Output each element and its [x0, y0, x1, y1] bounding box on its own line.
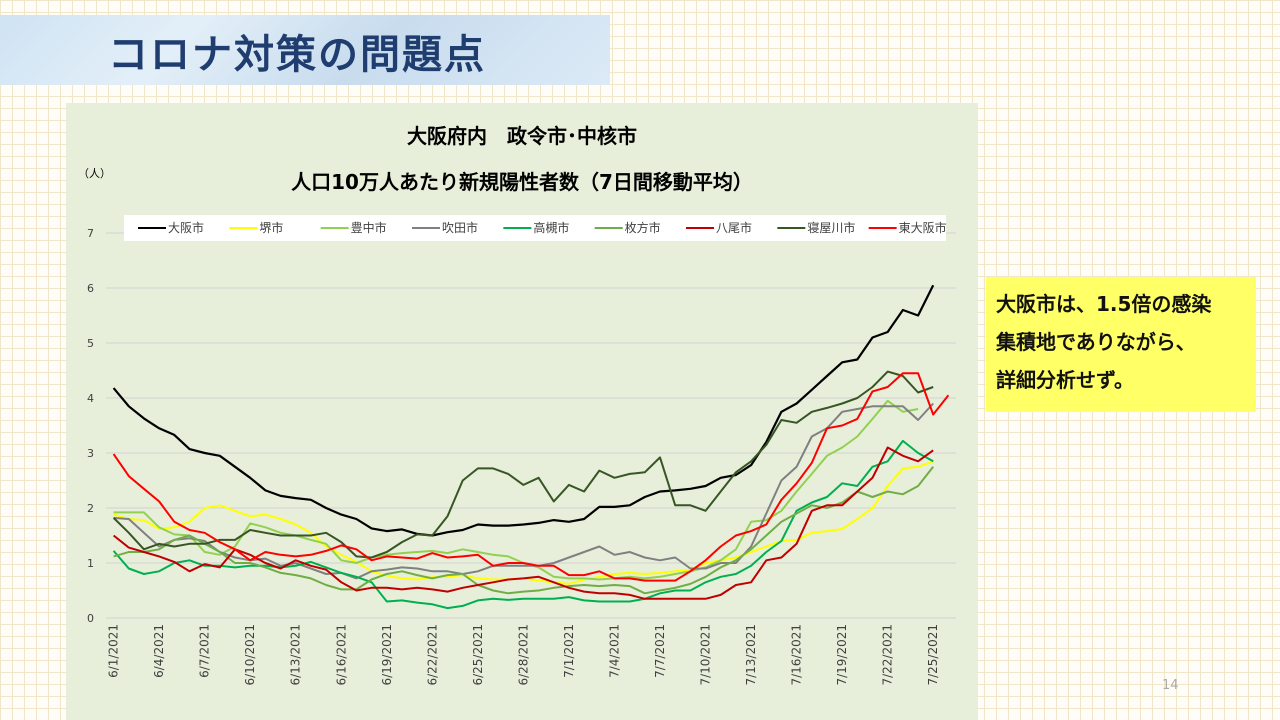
legend-box [124, 215, 946, 241]
series-lines [112, 284, 950, 610]
x-tick-label: 6/28/2021 [516, 624, 530, 686]
series-line-3 [113, 399, 919, 581]
legend-label: 東大阪市 [899, 220, 947, 235]
series-line-5 [112, 439, 934, 610]
x-tick-label: 7/4/2021 [607, 624, 621, 678]
y-tick-label: 6 [87, 282, 94, 295]
callout-line-3: 詳細分析せず。 [996, 368, 1134, 392]
x-tick-label: 6/1/2021 [107, 624, 121, 678]
chart-panel: 大阪府内 政令市･中核市 人口10万人あたり新規陽性者数（7日間移動平均） （人… [66, 103, 978, 720]
legend-label: 吹田市 [442, 220, 478, 235]
x-tick-label: 7/1/2021 [562, 624, 576, 678]
x-tick-label: 6/19/2021 [380, 624, 394, 686]
y-tick-label: 5 [87, 337, 94, 350]
callout-line-2: 集積地でありながら、 [996, 330, 1196, 354]
series-line-9 [112, 372, 950, 582]
x-tick-label: 6/13/2021 [289, 624, 303, 686]
legend: 大阪市 堺市 豊中市 吹田市 高槻市 枚方市 八尾市 寝屋川市 東大阪市 [124, 215, 947, 241]
legend-label: 枚方市 [625, 220, 661, 235]
callout-box: 大阪市は、1.5倍の感染 集積地でありながら、 詳細分析せず。 [986, 277, 1256, 412]
y-tick-label: 7 [87, 227, 94, 240]
chart-title: 大阪府内 政令市･中核市 [407, 124, 637, 148]
x-tick-label: 7/10/2021 [699, 624, 713, 686]
x-tick-label: 7/16/2021 [790, 624, 804, 686]
y-axis-unit: （人） [78, 167, 111, 180]
legend-label: 八尾市 [716, 220, 752, 235]
x-tick-label: 6/16/2021 [334, 624, 348, 686]
series-line-7 [112, 446, 934, 600]
legend-label: 豊中市 [351, 220, 387, 235]
page-number: 14 [1162, 678, 1179, 693]
legend-label: 寝屋川市 [807, 220, 855, 235]
y-tick-label: 3 [87, 447, 94, 460]
series-line-1 [112, 284, 935, 537]
x-tick-label: 7/25/2021 [926, 624, 940, 686]
x-tick-label: 7/13/2021 [744, 624, 758, 686]
x-tick-label: 6/25/2021 [471, 624, 485, 686]
legend-label: 大阪市 [168, 220, 204, 235]
y-tick-label: 4 [87, 392, 94, 405]
y-tick-label: 2 [87, 502, 94, 515]
slide-title-banner [0, 15, 610, 85]
x-tick-label: 6/7/2021 [198, 624, 212, 678]
legend-label: 高槻市 [533, 220, 569, 235]
x-axis-ticks: 6/1/2021 6/4/2021 6/7/2021 6/10/2021 6/13/20… [107, 624, 941, 686]
y-tick-label: 0 [87, 612, 94, 625]
legend-label: 堺市 [259, 220, 283, 235]
x-tick-label: 7/7/2021 [653, 624, 667, 678]
series-line-6 [113, 466, 934, 595]
series-line-8 [112, 370, 934, 559]
x-tick-label: 6/4/2021 [152, 624, 166, 678]
y-axis-ticks: 0 1 2 3 4 5 6 7 [87, 227, 94, 625]
line-chart: 大阪府内 政令市･中核市 人口10万人あたり新規陽性者数（7日間移動平均） （人… [78, 124, 956, 686]
chart-subtitle: 人口10万人あたり新規陽性者数（7日間移動平均） [291, 170, 753, 194]
y-tick-label: 1 [87, 557, 94, 570]
slide-title: コロナ対策の問題点 [108, 32, 486, 78]
x-tick-label: 7/22/2021 [881, 624, 895, 686]
x-tick-label: 6/22/2021 [425, 624, 439, 686]
series-line-4 [113, 402, 934, 580]
x-tick-label: 7/19/2021 [835, 624, 849, 686]
x-tick-label: 6/10/2021 [243, 624, 257, 686]
callout-line-1: 大阪市は、1.5倍の感染 [996, 292, 1212, 316]
